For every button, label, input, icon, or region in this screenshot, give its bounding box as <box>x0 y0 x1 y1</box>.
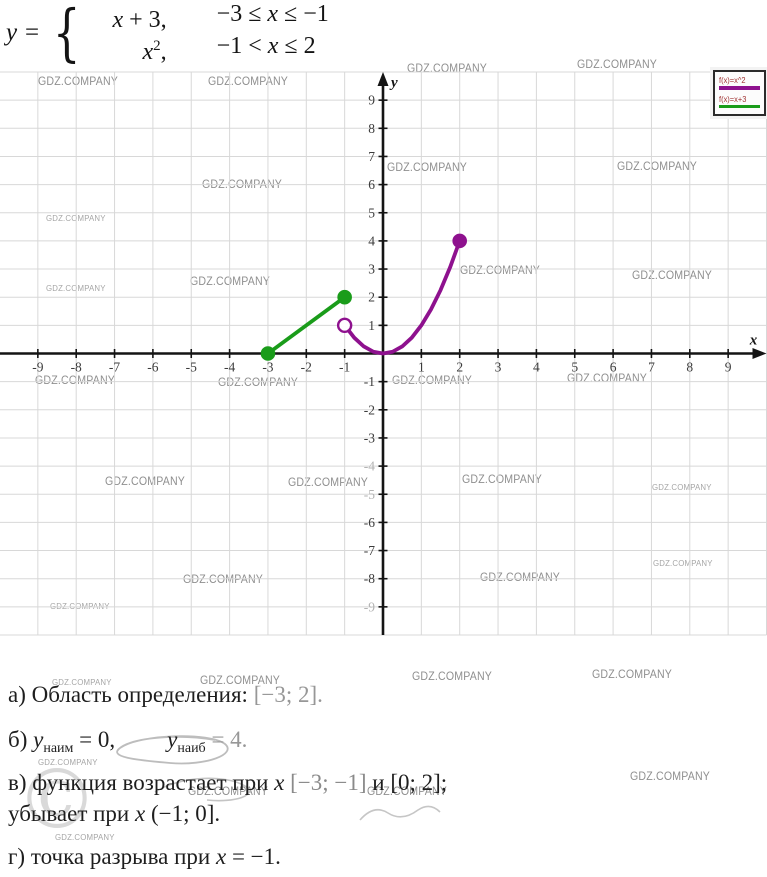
watermark-text: GDZ.COMPANY <box>218 377 299 389</box>
watermark-text: GDZ.COMPANY <box>630 771 711 783</box>
watermark-text: GDZ.COMPANY <box>407 63 488 75</box>
formula-lhs: y = <box>6 19 41 46</box>
watermark-text: GDZ.COMPANY <box>617 161 698 173</box>
watermark-text: GDZ.COMPANY <box>35 375 116 387</box>
answer-line-g: г) точка разрыва при x = −1. <box>8 844 281 869</box>
answer-line-v: в) функция возрастает при x [−3; −1] и [… <box>8 770 448 795</box>
watermark-text: GDZ.COMPANY <box>55 832 115 842</box>
watermark-text: GDZ.COMPANY <box>190 276 271 288</box>
legend-bar-x2 <box>719 86 760 90</box>
formula-cases: x + 3, −3 ≤ x ≤ −1 x2, −1 < x ≤ 2 <box>89 1 329 65</box>
case-row-1: x + 3, −3 ≤ x ≤ −1 <box>89 1 329 33</box>
case-2-expression: x2, <box>142 38 167 65</box>
watermark-text: GDZ.COMPANY <box>200 675 281 687</box>
watermark-text: GDZ.COMPANY <box>105 476 186 488</box>
watermark-text: GDZ.COMPANY <box>653 558 713 568</box>
piecewise-function-formula: y = { x + 3, −3 ≤ x ≤ −1 x2, −1 < x ≤ 2 <box>6 1 329 65</box>
watermark-text: GDZ.COMPANY <box>412 671 493 683</box>
watermark-text: GDZ.COMPANY <box>592 669 673 681</box>
watermark-text: GDZ.COMPANY <box>52 677 112 687</box>
case-1-expression: x + 3, <box>112 7 167 33</box>
copyright-watermark: © <box>16 753 98 848</box>
legend-label-x2: f(x)=x^2 <box>719 75 746 85</box>
watermark-text: GDZ.COMPANY <box>632 270 713 282</box>
watermark-text: GDZ.COMPANY <box>38 757 98 767</box>
watermark-text: GDZ.COMPANY <box>577 59 658 71</box>
answer-line-a: а) Область определения: [−3; 2]. <box>8 682 323 707</box>
watermark-text: GDZ.COMPANY <box>392 375 473 387</box>
watermark-text: GDZ.COMPANY <box>202 179 283 191</box>
watermark-text: GDZ.COMPANY <box>183 574 264 586</box>
watermark-text: GDZ.COMPANY <box>367 786 448 798</box>
answer-line-b: б) yнаим = 0, yнаиб = 4. <box>8 727 248 756</box>
watermark-text: GDZ.COMPANY <box>460 265 541 277</box>
answer-line-v-cont: убывает при x (−1; 0]. <box>8 801 221 826</box>
watermark-text: GDZ.COMPANY <box>480 572 561 584</box>
chart-legend: f(x)=x^2 f(x)=x+3 <box>713 70 766 116</box>
watermark-text: GDZ.COMPANY <box>38 76 119 88</box>
case-row-2: x2, −1 < x ≤ 2 <box>89 33 329 65</box>
watermark-text: GDZ.COMPANY <box>567 373 648 385</box>
case-2-condition: −1 < x ≤ 2 <box>216 33 316 59</box>
watermark-text: GDZ.COMPANY <box>288 477 369 489</box>
watermark-text: GDZ.COMPANY <box>50 601 110 611</box>
legend-label-x3: f(x)=x+3 <box>719 93 747 104</box>
watermark-text: GDZ.COMPANY <box>387 162 468 174</box>
legend-bar-x3 <box>719 104 760 108</box>
watermark-text: GDZ.COMPANY <box>46 213 106 223</box>
case-1-condition: −3 ≤ x ≤ −1 <box>216 1 329 27</box>
brace: { <box>53 0 81 69</box>
watermark-text: GDZ.COMPANY <box>652 482 712 492</box>
watermark-text: GDZ.COMPANY <box>462 474 543 486</box>
watermark-text: GDZ.COMPANY <box>46 283 106 293</box>
watermark-text: GDZ.COMPANY <box>208 76 289 88</box>
